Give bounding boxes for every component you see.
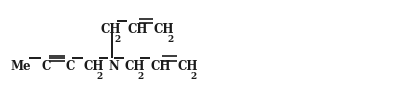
Text: Me: Me <box>10 60 31 73</box>
Text: CH: CH <box>101 23 121 36</box>
Text: 2: 2 <box>138 72 144 81</box>
Text: 2: 2 <box>167 35 173 44</box>
Text: 2: 2 <box>115 35 121 44</box>
Text: 2: 2 <box>191 72 197 81</box>
Text: CH: CH <box>151 60 171 73</box>
Text: CH: CH <box>127 23 148 36</box>
Text: CH: CH <box>124 60 145 73</box>
Text: CH: CH <box>154 23 174 36</box>
Text: N: N <box>108 60 119 73</box>
Text: 2: 2 <box>97 72 103 81</box>
Text: CH: CH <box>83 60 103 73</box>
Text: C: C <box>65 60 75 73</box>
Text: CH: CH <box>177 60 198 73</box>
Text: C: C <box>42 60 51 73</box>
